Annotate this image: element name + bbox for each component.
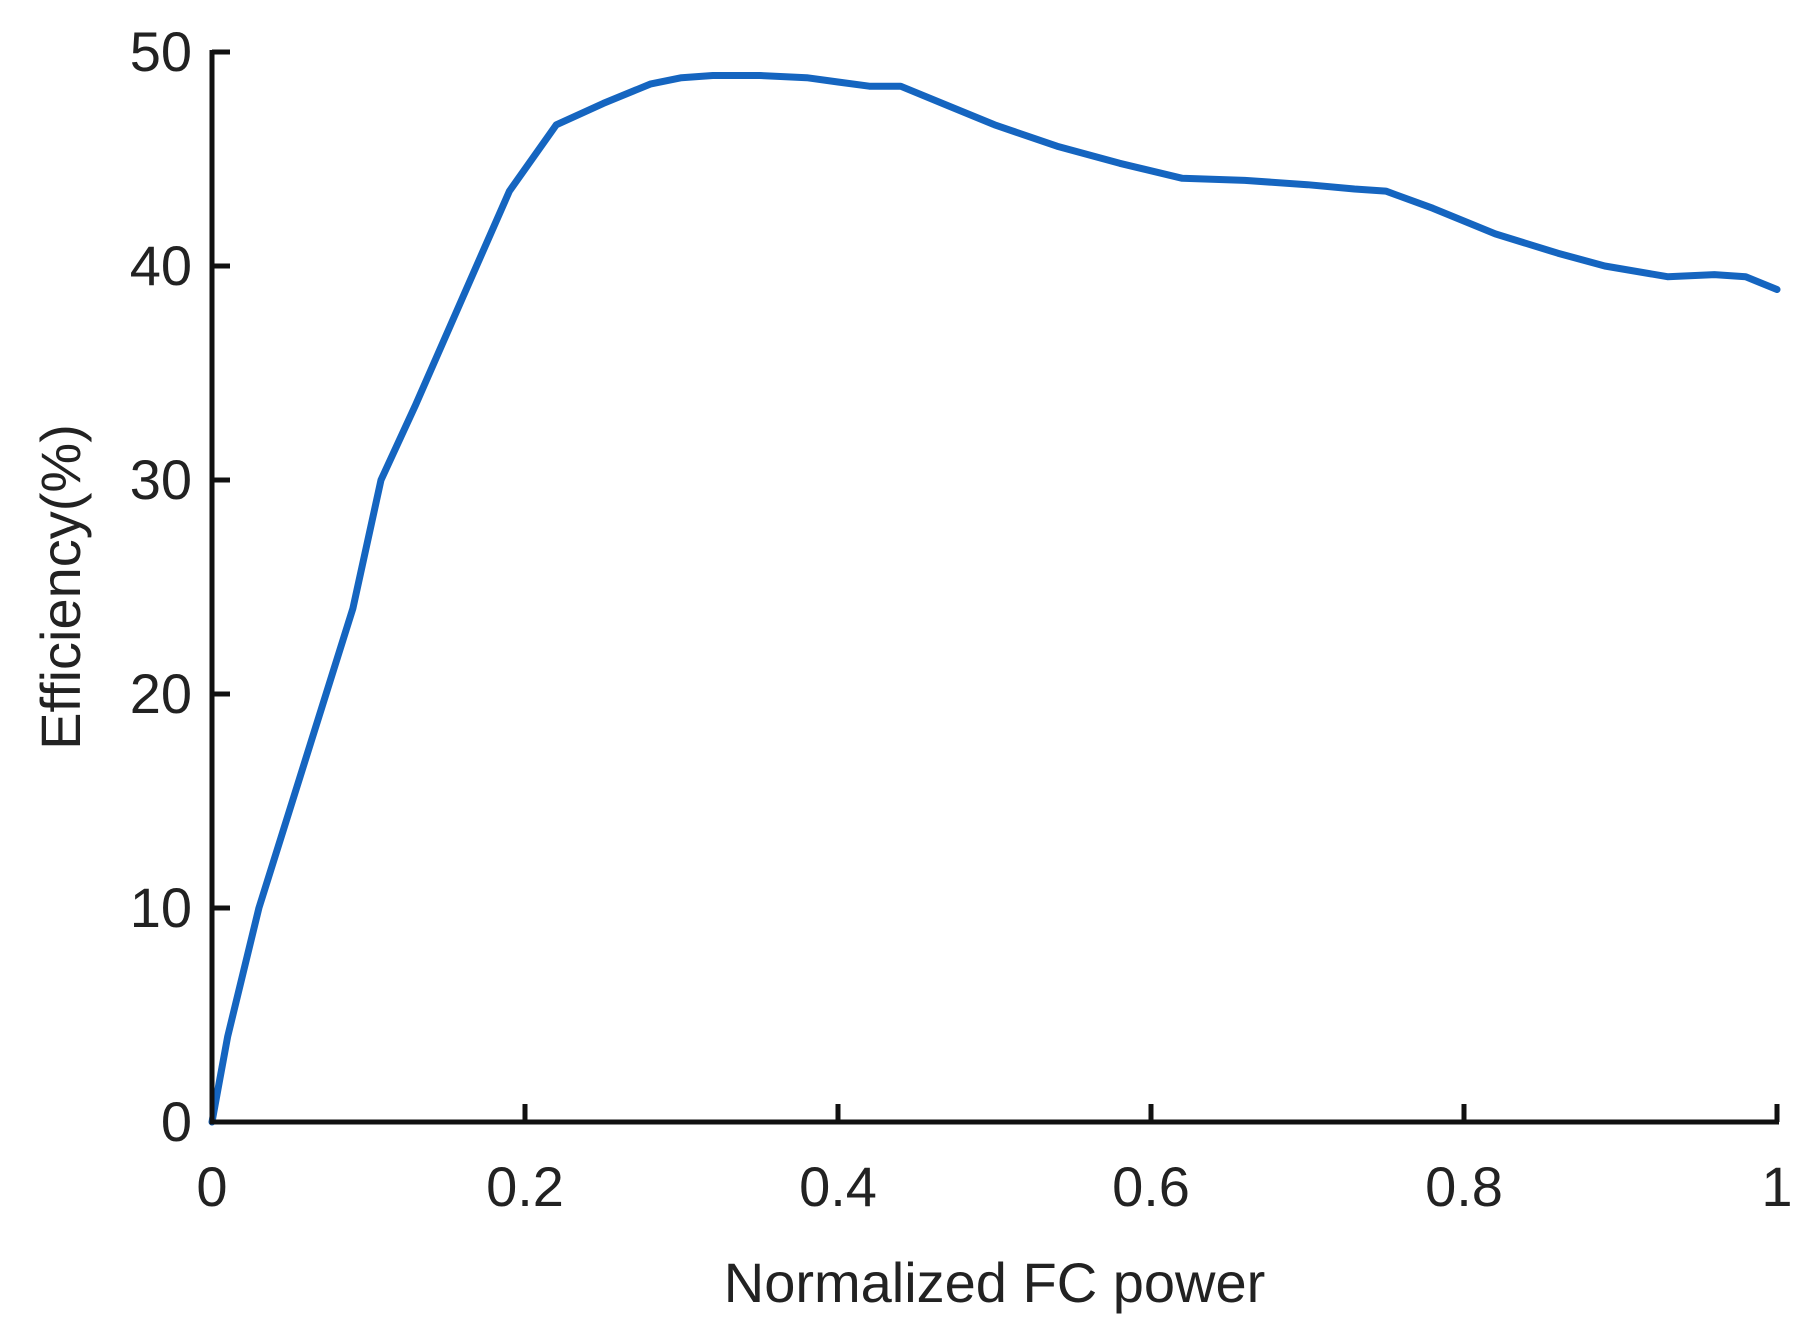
y-axis-label: Efficiency(%) — [29, 424, 92, 750]
y-tick-label: 0 — [161, 1090, 192, 1153]
x-tick-label: 0.2 — [486, 1155, 564, 1218]
x-tick-label: 0.6 — [1112, 1155, 1190, 1218]
y-tick-label: 10 — [130, 876, 192, 939]
x-axis-label: Normalized FC power — [724, 1251, 1266, 1314]
y-tick-label: 20 — [130, 662, 192, 725]
x-axis-ticks: 0 0.2 0.4 0.6 0.8 1 — [196, 1104, 1793, 1218]
y-axis-ticks: 0 10 20 30 40 50 — [130, 20, 230, 1153]
x-tick-label: 0.8 — [1425, 1155, 1503, 1218]
y-tick-label: 40 — [130, 234, 192, 297]
y-tick-label: 50 — [130, 20, 192, 83]
x-tick-label: 0.4 — [799, 1155, 877, 1218]
efficiency-series-line — [208, 72, 1781, 1126]
plot-area — [208, 72, 1781, 1126]
x-tick-label: 1 — [1761, 1155, 1792, 1218]
y-tick-label: 30 — [130, 448, 192, 511]
x-tick-label: 0 — [196, 1155, 227, 1218]
